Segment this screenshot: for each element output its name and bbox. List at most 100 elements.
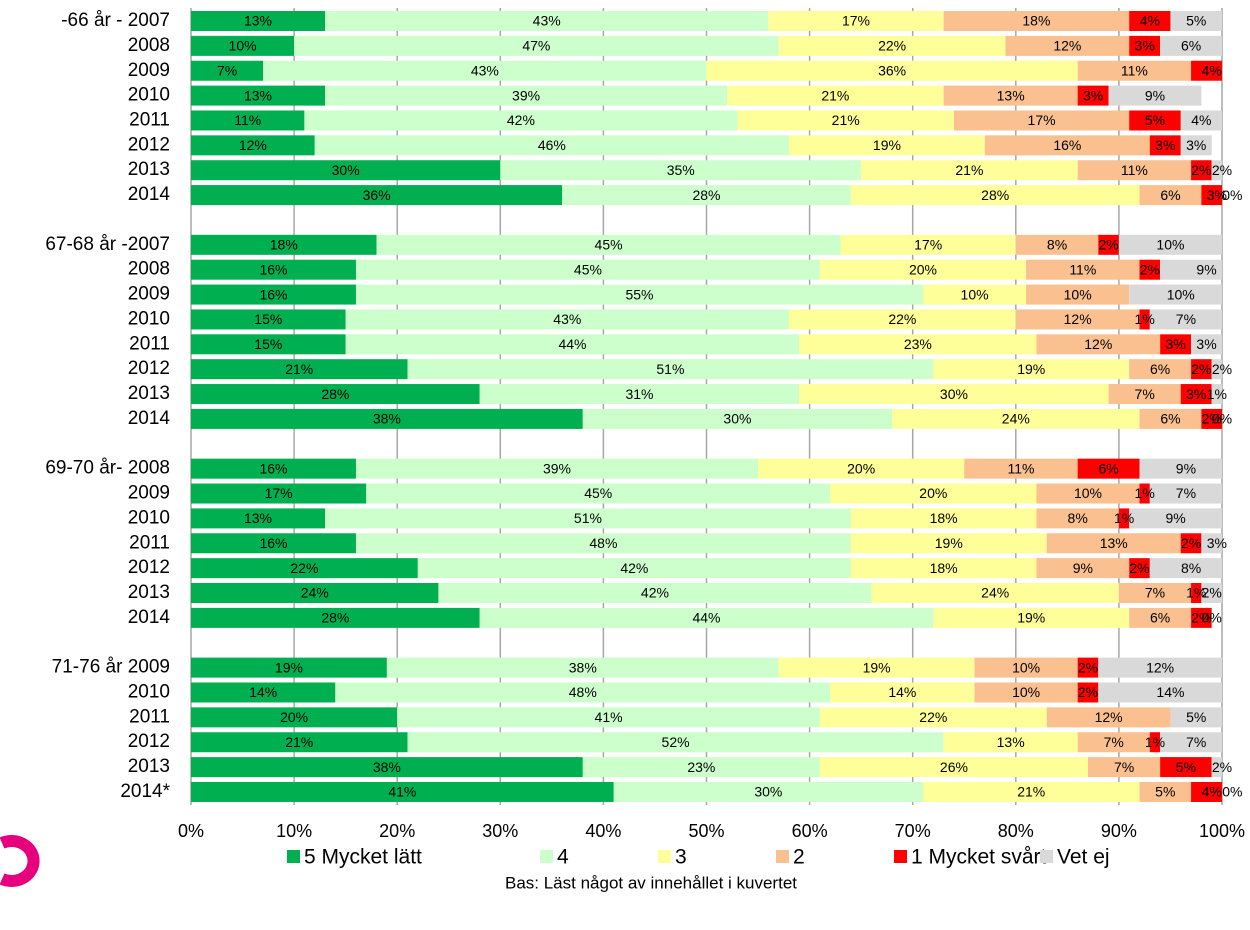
data-label: 1% [1186,585,1206,601]
bar-segment [1139,781,1192,802]
bar-segment [407,732,944,753]
bar-segment [799,334,1037,355]
y-tick-label: 2011 [129,532,170,553]
data-label: 5% [1176,759,1196,775]
data-label: 6% [1181,38,1201,54]
x-tick-label: 10% [276,821,312,841]
y-tick-label: 2014 [128,184,171,205]
data-label: 2% [1191,162,1211,178]
data-label: 44% [692,610,720,626]
bar-segment [1160,757,1212,778]
bar-segment [1139,309,1150,330]
bar-segment [1118,508,1130,529]
data-label: 11% [1121,162,1148,178]
bar-segment [191,508,326,529]
x-tick-label: 100% [1199,821,1245,841]
bar-segment [799,384,1109,405]
footnote: Bas: Läst något av innehållet i kuvertet [505,873,797,892]
data-label: 51% [574,510,602,526]
data-label: 3% [1207,187,1227,203]
data-label: 22% [290,560,318,576]
bar-segment [1036,508,1119,529]
bar-segment [1191,781,1222,802]
bar-segment [1201,185,1222,206]
data-label: 35% [667,162,695,178]
data-label: 7% [1145,585,1165,601]
bar-segment [191,781,614,802]
data-label: 28% [321,610,349,626]
y-tick-label: 2008 [128,35,170,56]
bar-segment [1077,458,1140,479]
data-label: 12% [239,137,267,153]
y-tick-label: 2010 [128,507,170,528]
y-tick-label: -66 år - 2007 [61,10,170,31]
bar-segment [861,160,1078,181]
y-tick-label: 2013 [128,383,170,404]
x-tick-label: 90% [1101,821,1137,841]
data-label: 2% [1202,585,1222,601]
bar-segment [325,85,728,106]
bar-segment [1129,508,1222,529]
bar-segment [1036,558,1130,579]
bar-segment [1211,384,1222,405]
data-label: 19% [1017,361,1045,377]
bar-segment [1087,757,1161,778]
data-label: 10% [1012,684,1040,700]
data-label: 17% [1028,112,1056,128]
bar-segment [1201,583,1222,604]
bar-segment [335,682,831,703]
data-label: 2% [1078,659,1098,675]
data-label: 6% [1098,460,1118,476]
data-label: 45% [574,261,602,277]
data-label: 22% [919,709,947,725]
bar-segment [1139,408,1202,429]
bar-segment [1098,234,1119,255]
data-label: 48% [569,684,597,700]
y-tick-label: 2012 [128,358,170,379]
y-tick-label: 2012 [128,134,170,155]
data-label: 1% [1114,510,1134,526]
bar-segment [923,284,1027,305]
bar-segment [788,309,1016,330]
bars [191,11,1222,802]
data-label: 10% [1156,237,1184,253]
bar-segment [727,85,944,106]
data-label: 10% [1167,286,1195,302]
bar-segment [191,284,356,305]
bar-segment [1160,259,1222,280]
bar-segment [871,583,1119,604]
data-label: 12% [1084,336,1112,352]
data-label: 11% [234,112,261,128]
bar-segment [1077,60,1192,81]
data-label: 11% [1121,62,1148,78]
bar-segment [1129,110,1181,131]
bar-segment [191,607,480,628]
data-label: 9% [1165,510,1185,526]
bar-segment [1211,757,1222,778]
bar-segment [1077,160,1192,181]
bar-segment [191,732,408,753]
data-label: 30% [332,162,360,178]
data-label: 44% [558,336,586,352]
data-label: 14% [888,684,916,700]
data-label: 28% [692,187,720,203]
data-label: 1% [1135,485,1155,501]
data-label: 42% [620,560,648,576]
data-label: 31% [625,386,653,402]
bar-segment [768,11,944,31]
bar-segment [984,135,1150,156]
data-label: 11% [1007,460,1034,476]
y-tick-label: 69-70 år- 2008 [45,458,170,479]
bar-segment [1201,533,1222,554]
bar-segment [191,185,563,206]
data-label: 2% [1202,411,1222,427]
data-label: 26% [940,759,968,775]
bar-segment [758,458,965,479]
data-label: 4% [1202,62,1222,78]
data-label: 9% [1176,460,1196,476]
data-label: 12% [1053,38,1081,54]
bar-segment [923,781,1140,802]
data-label: 3% [1135,38,1155,54]
data-label: 13% [244,510,272,526]
